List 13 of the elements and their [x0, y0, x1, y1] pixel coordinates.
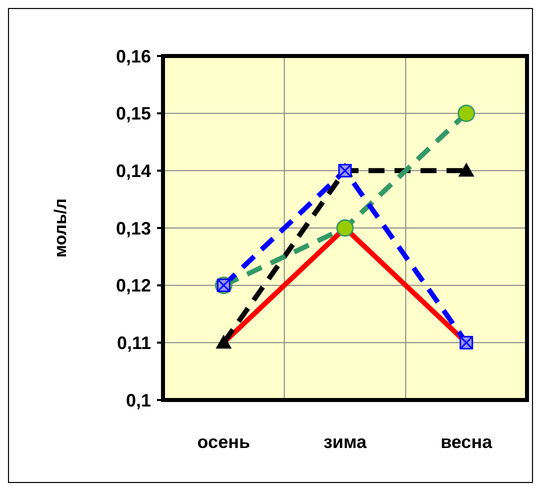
y-tick-label: 0,15: [116, 104, 151, 124]
x-tick-label: зима: [323, 432, 368, 452]
point: [458, 104, 476, 122]
x-tick-label: осень: [197, 432, 250, 452]
y-tick-label: 0,12: [116, 276, 151, 296]
y-tick-label: 0,14: [116, 160, 151, 181]
x-tick-label: весна: [440, 432, 494, 452]
y-axis-title: моль/л: [51, 198, 70, 258]
y-tick-label: 0,16: [116, 46, 151, 66]
y-tick-label: 0,11: [116, 332, 151, 353]
y-tick-label: 0,13: [116, 218, 151, 238]
point: [336, 219, 354, 237]
y-tick-label: 0,1: [126, 390, 151, 410]
